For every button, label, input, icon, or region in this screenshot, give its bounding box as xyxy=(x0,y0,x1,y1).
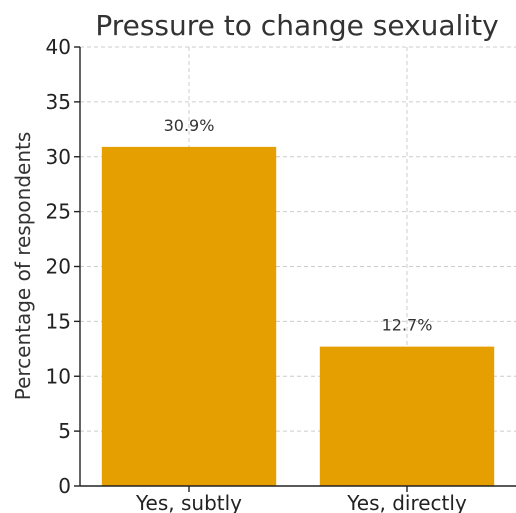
y-tick-label: 30 xyxy=(46,145,71,169)
data-label: 12.7% xyxy=(382,316,433,335)
bars xyxy=(101,146,495,486)
data-labels: 30.9% 12.7% xyxy=(164,116,433,335)
y-tick-label: 5 xyxy=(58,419,71,443)
data-label: 30.9% xyxy=(164,116,215,135)
bar-yes-directly xyxy=(319,346,495,486)
x-tick-label: Yes, directly xyxy=(346,491,467,513)
axes xyxy=(74,46,516,492)
y-tick-label: 25 xyxy=(46,200,71,224)
chart-title: Pressure to change sexuality xyxy=(95,9,498,42)
y-tick-label: 20 xyxy=(46,255,71,279)
y-tick-label: 0 xyxy=(58,474,71,498)
y-tick-label: 10 xyxy=(46,364,71,388)
y-axis-label: Percentage of respondents xyxy=(11,132,35,401)
x-tick-label: Yes, subtly xyxy=(135,491,242,513)
bar-yes-subtly xyxy=(101,146,277,486)
tick-labels: 0 5 10 15 20 25 30 35 40 Yes, subtly Yes, directly xyxy=(46,35,467,513)
y-tick-label: 15 xyxy=(46,309,71,333)
y-tick-label: 35 xyxy=(46,90,71,114)
y-tick-label: 40 xyxy=(46,35,71,59)
